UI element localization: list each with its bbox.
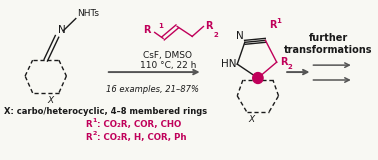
- Circle shape: [253, 73, 263, 84]
- Text: HN: HN: [221, 59, 236, 69]
- Text: 110 °C, 22 h: 110 °C, 22 h: [139, 61, 196, 70]
- Text: N: N: [236, 31, 244, 41]
- Text: 1: 1: [93, 118, 97, 123]
- Text: 2: 2: [288, 64, 293, 70]
- Text: : CO₂R, COR, CHO: : CO₂R, COR, CHO: [98, 120, 182, 129]
- Text: R: R: [85, 120, 92, 129]
- Text: 2: 2: [214, 32, 218, 38]
- Text: R: R: [280, 57, 288, 67]
- Text: N: N: [58, 25, 66, 35]
- Text: R: R: [205, 21, 213, 32]
- Text: further: further: [309, 33, 348, 43]
- Text: R: R: [85, 133, 92, 142]
- Text: R: R: [143, 25, 151, 35]
- Text: 2: 2: [93, 131, 97, 136]
- Text: 1: 1: [158, 23, 163, 28]
- Text: : CO₂R, H, COR, Ph: : CO₂R, H, COR, Ph: [98, 133, 187, 142]
- Text: X: X: [48, 96, 54, 105]
- Text: X: X: [248, 115, 255, 124]
- Text: transformations: transformations: [284, 45, 373, 55]
- Text: X: carbo/heterocyclic, 4–8 membered rings: X: carbo/heterocyclic, 4–8 membered ring…: [5, 107, 208, 116]
- Text: NHTs: NHTs: [77, 8, 99, 18]
- Text: 1: 1: [277, 19, 282, 24]
- Text: 16 examples, 21–87%: 16 examples, 21–87%: [106, 85, 199, 94]
- Text: R: R: [269, 20, 277, 30]
- Text: CsF, DMSO: CsF, DMSO: [143, 51, 192, 60]
